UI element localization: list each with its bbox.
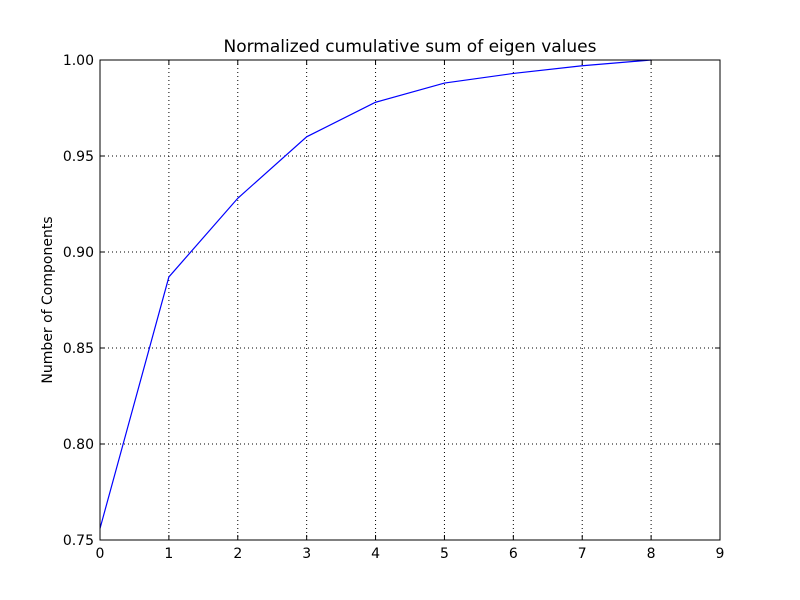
grid [99,59,721,541]
x-tick-label: 5 [440,546,449,562]
y-tick-label: 0.85 [63,341,94,357]
x-tick-label: 7 [578,546,587,562]
ticks: 0 1 2 3 4 5 6 7 8 9 0.75 0.80 0.85 0.90 0.95 1.00 [63,53,725,562]
y-tick-label: 1.00 [63,53,94,69]
y-tick-label: 0.90 [63,245,94,261]
y-tick-label: 0.75 [63,533,94,549]
y-tick-label: 0.95 [63,149,94,165]
x-tick-label: 2 [233,546,242,562]
x-tick-label: 1 [164,546,173,562]
plot-frame [99,59,721,541]
x-tick-label: 3 [302,546,311,562]
series-line [99,59,652,529]
x-tick-label: 9 [716,546,725,562]
y-tick-label: 0.80 [63,437,94,453]
series-group [99,59,652,529]
x-tick-label: 8 [647,546,656,562]
x-tick-label: 0 [96,546,105,562]
x-tick-label: 4 [371,546,380,562]
x-tick-label: 6 [509,546,518,562]
chart-title: Normalized cumulative sum of eigen value… [223,37,596,57]
y-axis-label: Number of Components [40,216,56,383]
